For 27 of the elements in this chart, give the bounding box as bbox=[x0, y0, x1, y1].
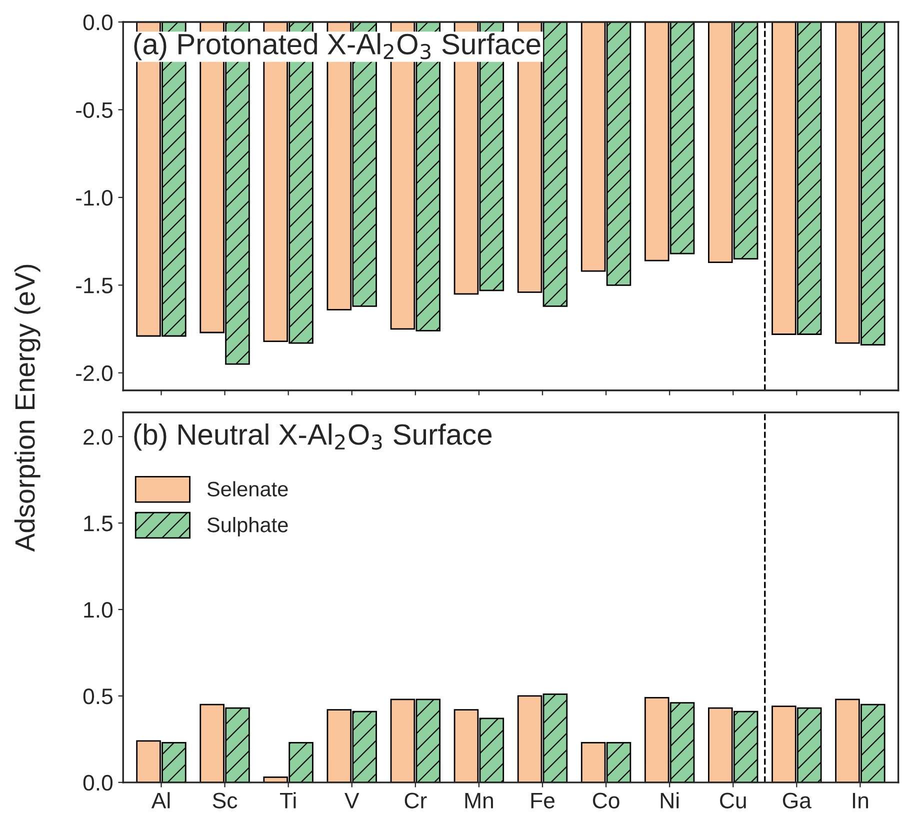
y-tick-label: -0.5 bbox=[76, 102, 112, 118]
y-tick-label: 2.0 bbox=[84, 429, 113, 445]
y-tick-label: 1.5 bbox=[84, 516, 112, 532]
y-tick-label: 0.0 bbox=[83, 774, 113, 791]
x-tick-label: In bbox=[852, 792, 868, 808]
y-tick-label: -1.0 bbox=[76, 190, 113, 206]
chart-title: (b) Neutral X-Al$_{2}$O$_{3}$ Surface bbox=[134, 423, 492, 451]
x-tick-label: Cu bbox=[720, 792, 746, 808]
y-tick-label: -1.5 bbox=[76, 278, 112, 294]
x-tick-label: Cr bbox=[404, 792, 427, 808]
x-tick-label: Co bbox=[592, 792, 620, 808]
x-tick-label: Ni bbox=[660, 792, 679, 808]
y-axis-title: Adsorption Energy (eV) bbox=[14, 264, 40, 552]
legend-label: Sulphate bbox=[207, 517, 288, 536]
x-tick-label: Ga bbox=[782, 792, 812, 808]
x-tick-label: Sc bbox=[212, 792, 238, 808]
legend-label: Selenate bbox=[207, 481, 288, 496]
y-tick-label: 1.0 bbox=[84, 602, 113, 618]
x-tick-label: Ti bbox=[280, 792, 296, 808]
x-tick-label: V bbox=[344, 792, 360, 808]
x-tick-label: Mn bbox=[465, 792, 493, 808]
x-tick-label: Fe bbox=[531, 792, 554, 808]
y-tick-label: 0.5 bbox=[83, 688, 112, 704]
y-tick-label: 0.0 bbox=[83, 14, 113, 30]
x-tick-label: Al bbox=[151, 792, 170, 808]
chart-title: (a) Protonated X-Al$_{2}$O$_{3}$ Surface bbox=[134, 33, 540, 60]
y-tick-label: -2.0 bbox=[76, 365, 113, 382]
